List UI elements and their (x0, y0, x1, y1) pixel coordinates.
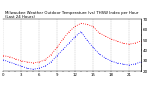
Title: Milwaukee Weather Outdoor Temperature (vs) THSW Index per Hour (Last 24 Hours): Milwaukee Weather Outdoor Temperature (v… (5, 11, 139, 19)
